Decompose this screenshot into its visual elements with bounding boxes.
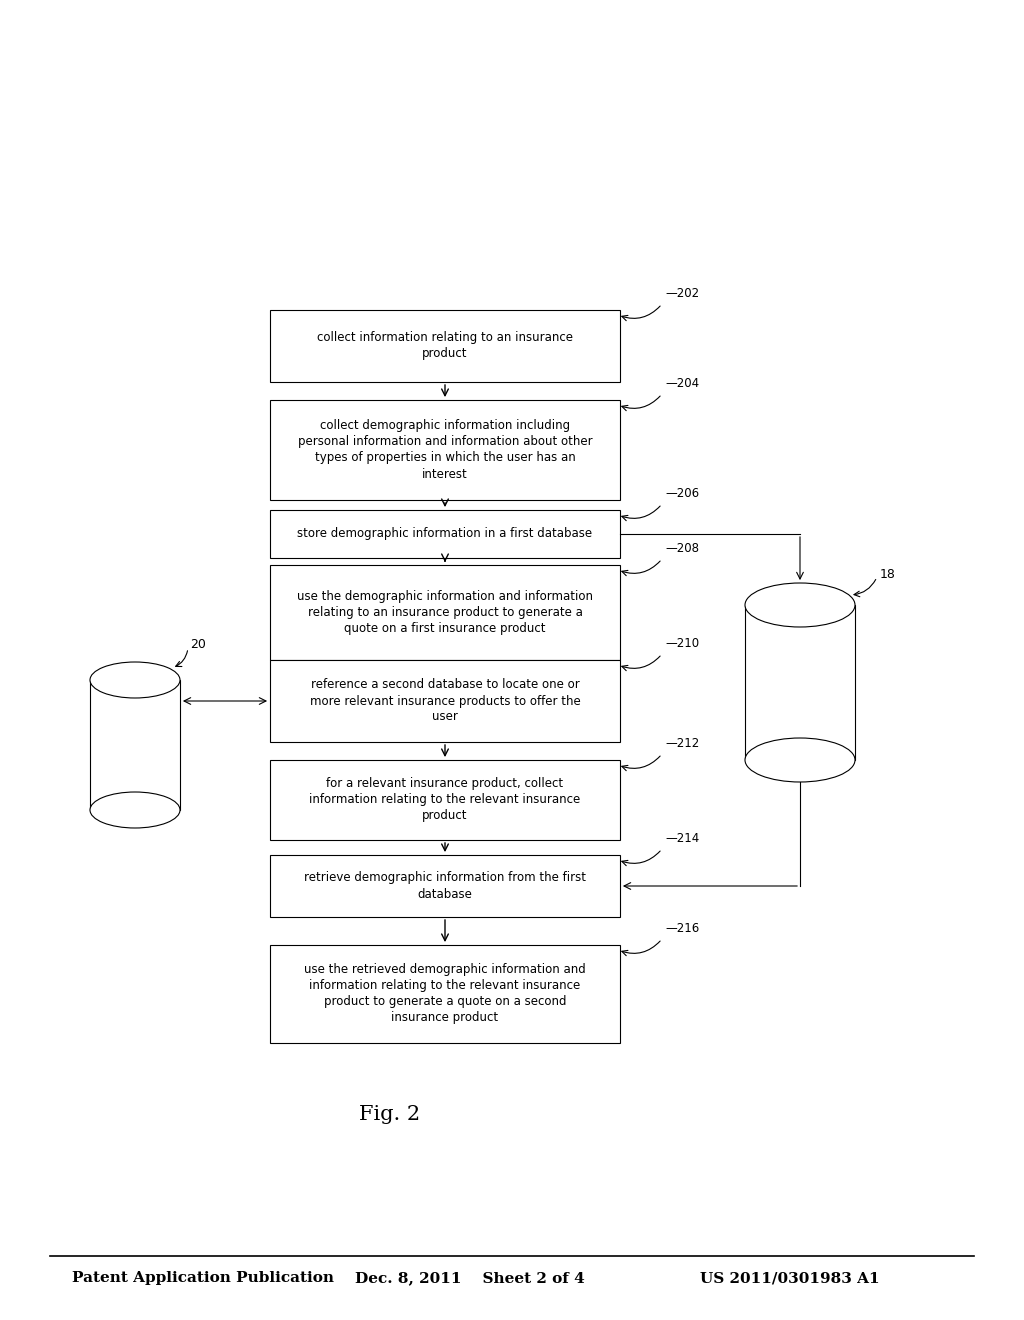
Text: 20: 20 xyxy=(190,639,206,652)
Bar xyxy=(270,400,620,500)
Bar xyxy=(270,510,620,558)
Text: —204: —204 xyxy=(665,378,699,389)
Ellipse shape xyxy=(90,792,180,828)
Text: Fig. 2: Fig. 2 xyxy=(359,1106,421,1125)
Text: store demographic information in a first database: store demographic information in a first… xyxy=(297,528,593,540)
Text: retrieve demographic information from the first
database: retrieve demographic information from th… xyxy=(304,871,586,900)
Bar xyxy=(270,855,620,917)
Bar xyxy=(270,760,620,840)
Text: US 2011/0301983 A1: US 2011/0301983 A1 xyxy=(700,1271,880,1284)
Bar xyxy=(270,565,620,660)
Text: Patent Application Publication: Patent Application Publication xyxy=(72,1271,334,1284)
Text: —212: —212 xyxy=(665,737,699,750)
Text: —208: —208 xyxy=(665,543,699,554)
Text: Dec. 8, 2011    Sheet 2 of 4: Dec. 8, 2011 Sheet 2 of 4 xyxy=(355,1271,585,1284)
Text: 18: 18 xyxy=(880,569,896,582)
Text: —216: —216 xyxy=(665,921,699,935)
Text: —210: —210 xyxy=(665,638,699,649)
Text: use the demographic information and information
relating to an insurance product: use the demographic information and info… xyxy=(297,590,593,635)
Text: —214: —214 xyxy=(665,832,699,845)
Text: —206: —206 xyxy=(665,487,699,500)
Bar xyxy=(270,660,620,742)
Text: use the retrieved demographic information and
information relating to the releva: use the retrieved demographic informatio… xyxy=(304,964,586,1024)
Ellipse shape xyxy=(745,583,855,627)
Ellipse shape xyxy=(745,738,855,781)
Text: collect demographic information including
personal information and information a: collect demographic information includin… xyxy=(298,420,592,480)
Text: reference a second database to locate one or
more relevant insurance products to: reference a second database to locate on… xyxy=(309,678,581,723)
Bar xyxy=(90,680,180,810)
Bar xyxy=(270,945,620,1043)
Text: collect information relating to an insurance
product: collect information relating to an insur… xyxy=(317,331,573,360)
Bar xyxy=(270,310,620,381)
Text: for a relevant insurance product, collect
information relating to the relevant i: for a relevant insurance product, collec… xyxy=(309,777,581,822)
Ellipse shape xyxy=(90,663,180,698)
Bar xyxy=(745,605,855,760)
Text: —202: —202 xyxy=(665,286,699,300)
